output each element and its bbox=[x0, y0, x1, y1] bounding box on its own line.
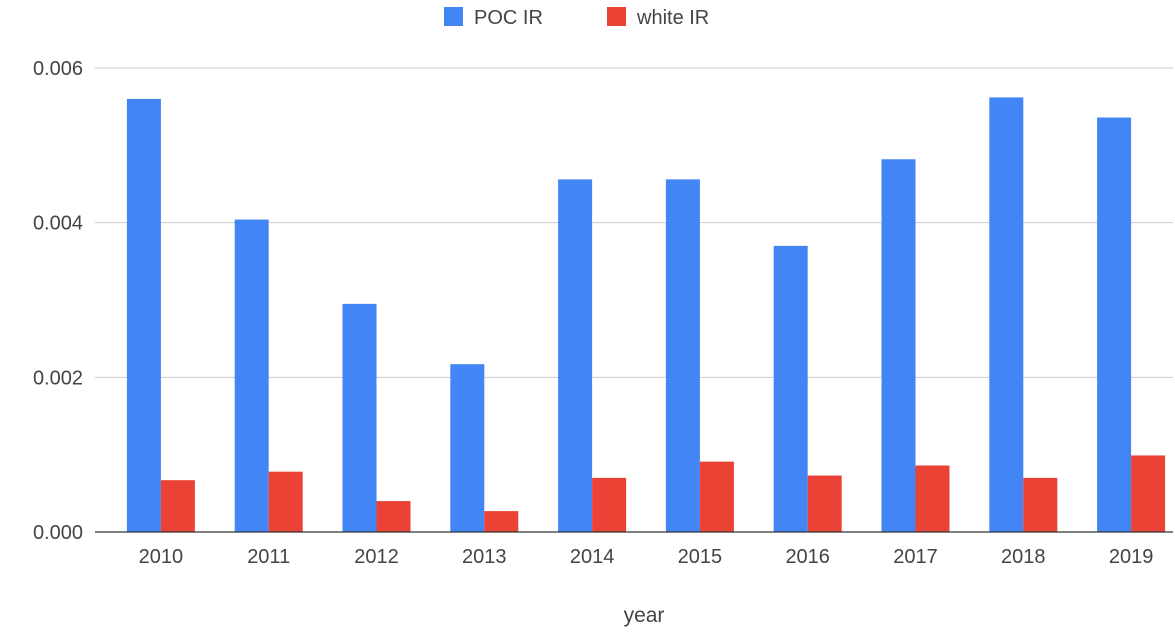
bar-poc-ir-2011 bbox=[234, 219, 269, 532]
bar-poc-ir-2014 bbox=[558, 179, 593, 533]
x-tick-label: 2016 bbox=[785, 546, 830, 568]
bar-white-ir-2013 bbox=[484, 511, 519, 532]
bar-poc-ir-2016 bbox=[773, 245, 808, 532]
legend-swatch bbox=[444, 7, 463, 26]
x-tick-label: 2013 bbox=[462, 546, 507, 568]
bar-poc-ir-2018 bbox=[989, 97, 1024, 533]
x-axis-title: year bbox=[624, 604, 665, 627]
x-tick-label: 2019 bbox=[1109, 546, 1154, 568]
bar-white-ir-2018 bbox=[1023, 477, 1058, 532]
bars bbox=[126, 97, 1166, 533]
bar-white-ir-2014 bbox=[592, 477, 627, 532]
y-tick-label: 0.000 bbox=[33, 522, 83, 544]
bar-white-ir-2019 bbox=[1131, 455, 1166, 532]
x-tick-label: 2011 bbox=[247, 546, 290, 568]
x-tick-label: 2018 bbox=[1001, 546, 1046, 568]
y-tick-label: 0.006 bbox=[33, 58, 83, 80]
bar-white-ir-2017 bbox=[915, 465, 950, 532]
bar-white-ir-2016 bbox=[807, 475, 842, 532]
legend-label: POC IR bbox=[474, 7, 543, 29]
bar-white-ir-2012 bbox=[376, 501, 411, 532]
x-tick-label: 2010 bbox=[139, 546, 184, 568]
bar-poc-ir-2013 bbox=[450, 364, 485, 532]
y-tick-label: 0.004 bbox=[33, 213, 83, 235]
bar-white-ir-2011 bbox=[268, 471, 303, 532]
bar-poc-ir-2012 bbox=[342, 303, 377, 532]
x-tick-label: 2015 bbox=[678, 546, 723, 568]
bar-white-ir-2010 bbox=[160, 480, 195, 532]
bar-poc-ir-2019 bbox=[1097, 117, 1132, 532]
x-axis-ticks: 2010 2011 2012 2013 2014 2015 2016 2017 2018 2019 bbox=[139, 546, 1154, 568]
legend-swatch bbox=[607, 7, 626, 26]
x-tick-label: 2017 bbox=[893, 546, 938, 568]
bar-poc-ir-2017 bbox=[881, 159, 916, 532]
y-axis-ticks: 0.000 0.002 0.004 0.006 bbox=[33, 58, 83, 544]
legend-label: white IR bbox=[636, 7, 709, 29]
legend: POC IR white IR bbox=[444, 7, 709, 29]
bar-white-ir-2015 bbox=[699, 461, 734, 532]
bar-poc-ir-2015 bbox=[665, 179, 700, 533]
x-tick-label: 2012 bbox=[354, 546, 399, 568]
x-tick-label: 2014 bbox=[570, 546, 615, 568]
y-tick-label: 0.002 bbox=[33, 367, 83, 389]
bar-poc-ir-2010 bbox=[126, 98, 161, 532]
